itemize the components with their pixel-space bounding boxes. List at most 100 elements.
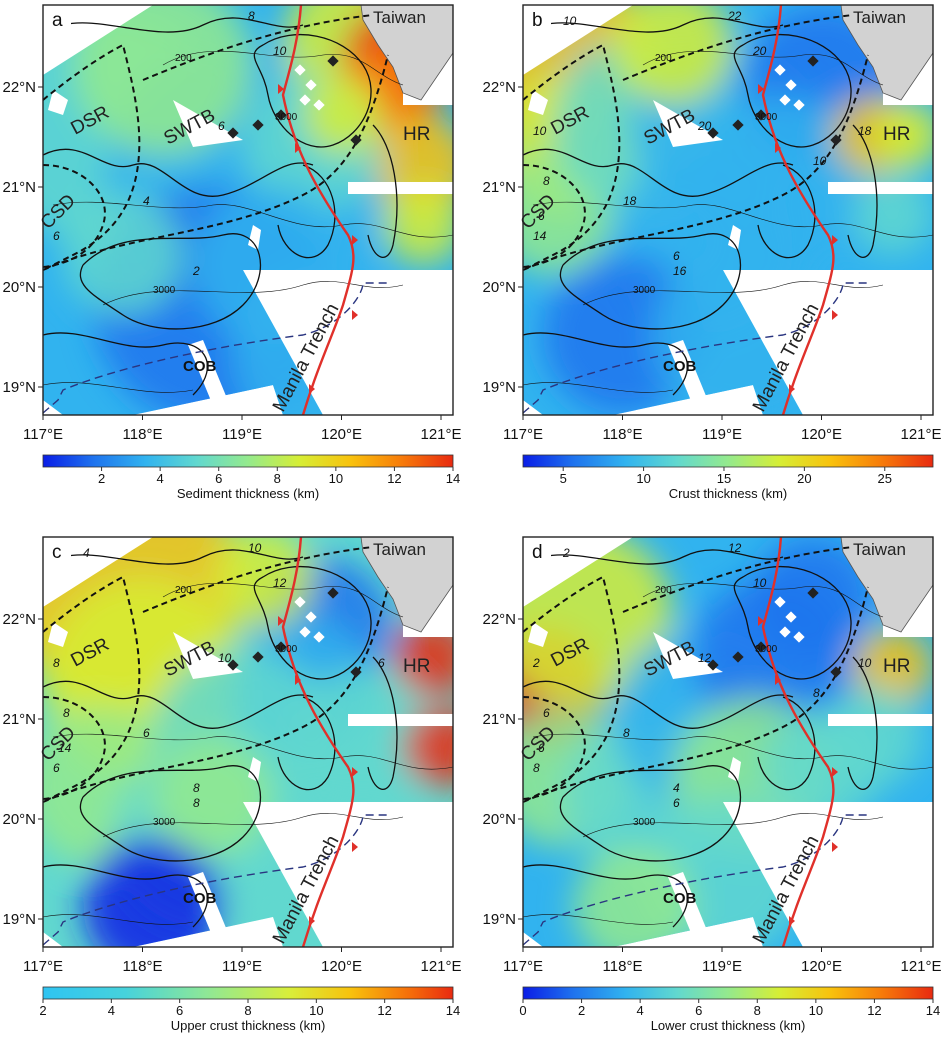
- contour-lines: [42, 549, 454, 928]
- trench-tooth: [352, 767, 358, 777]
- isobath-label-3000: 3000: [153, 817, 176, 828]
- lon-tick-label: 120°E: [321, 426, 362, 443]
- lon-tick-label: 121°E: [900, 958, 941, 975]
- trench-tooth: [832, 310, 838, 320]
- map-frame: [522, 536, 934, 948]
- panel-letter-box: [45, 539, 71, 563]
- contour-label: 16: [673, 264, 687, 278]
- tectonic-boundaries: [42, 14, 389, 271]
- station-marker-dark: [807, 55, 819, 67]
- colorbar-tick: 12: [377, 1003, 391, 1018]
- isobath-label-3000: 3000: [633, 285, 656, 296]
- colorbar-tick: 4: [108, 1003, 115, 1018]
- colorbar-tick: 0: [519, 1003, 526, 1018]
- station-marker-dark: [350, 134, 362, 146]
- colorbar-tick: 10: [309, 1003, 323, 1018]
- contour-lines: [42, 17, 454, 396]
- isobath-label-3000: 3000: [275, 112, 298, 123]
- lon-tick-label: 120°E: [801, 958, 842, 975]
- contour-label: 10: [563, 14, 577, 28]
- contour-label: 12: [698, 651, 712, 665]
- contour-label: 14: [58, 741, 72, 755]
- lon-tick-label: 120°E: [801, 426, 842, 443]
- contour-label: 8: [193, 796, 200, 810]
- isobath-label-200: 200: [175, 53, 192, 64]
- trench-tooth: [832, 767, 838, 777]
- panel-letter: c: [52, 542, 62, 563]
- contour-label: 20: [752, 44, 767, 58]
- contour-label: 10: [248, 541, 262, 555]
- contour-label: 4: [673, 781, 680, 795]
- place-label-hr: HR: [883, 656, 910, 677]
- colorbar: 2 4 6 8 10 12 14 Upper crust thickness (km): [39, 986, 460, 1033]
- isobath-label-200: 200: [655, 53, 672, 64]
- contour-label: 6: [218, 119, 225, 133]
- lon-tick-label: 118°E: [603, 426, 643, 443]
- contour-label: 8: [63, 706, 70, 720]
- lon-tick-label: 117°E: [23, 958, 63, 975]
- lat-tick-label: 19°N: [482, 379, 516, 396]
- station-marker-dark: [327, 55, 339, 67]
- trench-tooth: [295, 675, 301, 685]
- contour-label: 12: [273, 576, 287, 590]
- map-frame: [42, 4, 454, 416]
- colorbar: 0 2 4 6 8 10 12 14 Lower crust thickness (km): [519, 986, 940, 1033]
- colorbar-tick: 5: [560, 471, 567, 486]
- contour-label: 6: [53, 229, 60, 243]
- lat-tick-label: 21°N: [482, 179, 516, 196]
- contour-label: 4: [143, 194, 150, 208]
- lon-tick-label: 119°E: [702, 958, 742, 975]
- trench-tooth: [352, 842, 358, 852]
- contour-label: 8: [53, 656, 60, 670]
- lon-tick-label: 121°E: [420, 426, 461, 443]
- panel-letter-box: [45, 7, 71, 31]
- contour-label: 8: [193, 781, 200, 795]
- tectonic-boundaries: [522, 546, 869, 803]
- colorbar-tick: 8: [244, 1003, 251, 1018]
- lat-tick-label: 20°N: [2, 279, 36, 296]
- colorbar-tick: 10: [636, 471, 650, 486]
- trench-tooth: [309, 384, 315, 394]
- isobath-label-3000: 3000: [275, 644, 298, 655]
- colorbar-tick: 2: [39, 1003, 46, 1018]
- contour-label: 8: [543, 174, 550, 188]
- lat-tick-label: 22°N: [482, 611, 516, 628]
- trench-tooth: [832, 235, 838, 245]
- place-label-taiwan: Taiwan: [373, 8, 426, 27]
- map-frame: [522, 4, 934, 416]
- lon-tick-label: 118°E: [123, 958, 163, 975]
- contour-label: 22: [727, 9, 742, 23]
- contour-label: 4: [83, 546, 90, 560]
- station-marker-dark: [830, 134, 842, 146]
- contour-label: 8: [813, 686, 820, 700]
- colorbar-label: Lower crust thickness (km): [651, 1018, 806, 1033]
- colorbar-tick: 2: [98, 471, 105, 486]
- cob-boundary: [42, 282, 388, 414]
- colorbar-tick: 10: [809, 1003, 823, 1018]
- colorbar-tick: 12: [387, 471, 401, 486]
- place-label-taiwan: Taiwan: [853, 8, 906, 27]
- colorbar-tick: 14: [446, 1003, 460, 1018]
- contour-lines: [522, 549, 934, 928]
- manila-trench-line: [281, 536, 355, 948]
- contour-label: 12: [728, 541, 742, 555]
- trench-tooth: [789, 916, 795, 926]
- place-label-cob: COB: [663, 890, 697, 907]
- lon-tick-label: 117°E: [503, 426, 543, 443]
- colorbar-label: Upper crust thickness (km): [171, 1018, 326, 1033]
- colorbar-tick: 20: [797, 471, 811, 486]
- panel-letter: d: [532, 542, 543, 563]
- panel-letter: b: [532, 10, 543, 31]
- map-panel-b: 22 20 20 18 16 14 10 10 8 6 6 18 10 200 3000 3000 Taiwan…: [482, 4, 942, 501]
- lat-tick-label: 19°N: [2, 379, 36, 396]
- trench-tooth: [278, 84, 284, 94]
- contour-label: 6: [673, 249, 680, 263]
- trench-tooth: [758, 616, 764, 626]
- cob-boundary: [522, 282, 868, 414]
- contour-label: 6: [143, 726, 150, 740]
- panel-letter-box: [525, 539, 551, 563]
- cob-boundary: [42, 814, 388, 946]
- contour-label: 8: [623, 726, 630, 740]
- isobath-label-3000: 3000: [153, 285, 176, 296]
